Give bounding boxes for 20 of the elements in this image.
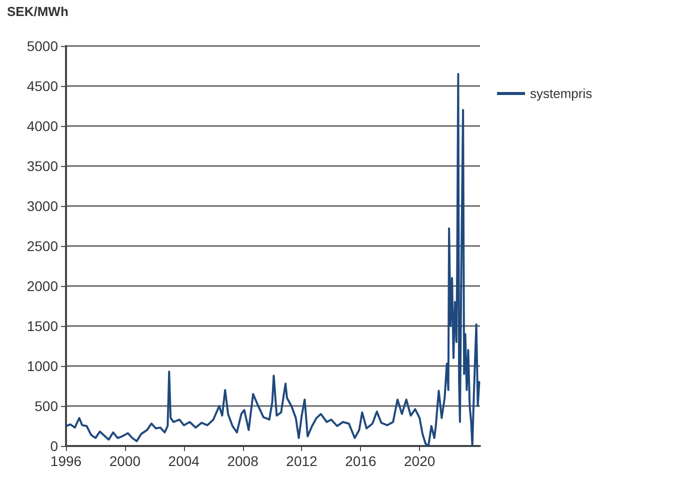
- x-tick-label: 2004: [168, 453, 200, 469]
- x-tick-label: 2016: [345, 453, 376, 469]
- y-tick-label: 2500: [26, 238, 58, 254]
- y-tick-label: 2000: [26, 278, 58, 294]
- chart-title: SEK/MWh: [7, 4, 68, 19]
- y-tick-label: 1500: [26, 318, 58, 334]
- legend-label: systempris: [530, 86, 593, 101]
- x-tick-label: 2008: [227, 453, 259, 469]
- y-tick-label: 3000: [26, 198, 58, 214]
- x-tick-label: 1996: [50, 453, 82, 469]
- y-tick-label: 3500: [26, 158, 58, 174]
- y-tick-label: 5000: [26, 38, 58, 54]
- y-tick-label: 4500: [26, 78, 58, 94]
- y-tick-label: 1000: [26, 358, 58, 374]
- x-tick-label: 2012: [286, 453, 318, 469]
- y-tick-label: 0: [50, 438, 58, 454]
- x-tick-label: 2020: [404, 453, 436, 469]
- y-tick-label: 500: [34, 398, 58, 414]
- y-tick-label: 4000: [26, 118, 58, 134]
- x-tick-label: 2000: [109, 453, 141, 469]
